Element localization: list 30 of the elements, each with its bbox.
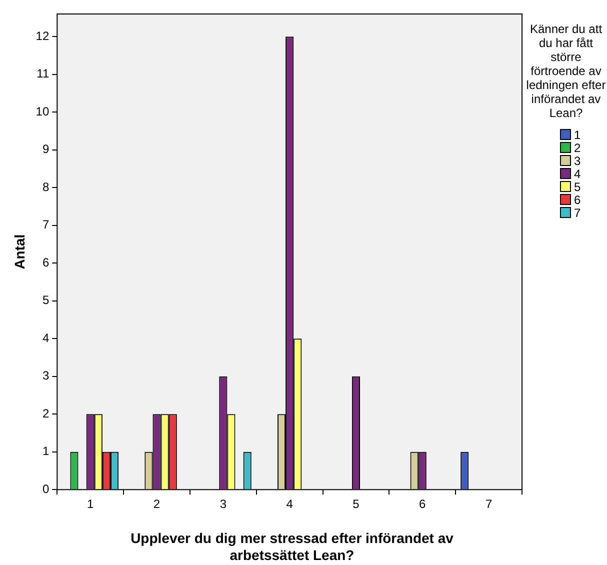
legend-label: 4 [574, 166, 581, 180]
x-tick-label: 4 [286, 497, 294, 512]
y-tick-label: 2 [42, 406, 50, 420]
y-tick-label: 11 [36, 66, 50, 81]
y-tick-label: 9 [42, 142, 50, 156]
y-axis-title: Antal [11, 234, 28, 270]
y-tick-label: 7 [42, 218, 50, 232]
legend-label: 2 [574, 140, 581, 154]
y-tick-label: 8 [42, 180, 50, 194]
y-tick-label: 3 [42, 368, 50, 383]
y-tick-label: 6 [42, 255, 50, 270]
legend-label: 6 [574, 192, 581, 206]
x-tick-label: 7 [485, 497, 492, 512]
y-tick-label: 0 [42, 482, 50, 496]
y-tick-label: 10 [36, 104, 50, 118]
legend-title: Känner du att du har fått större förtroende av ledningen efter införandet av Lean? [526, 22, 606, 120]
x-tick-label: 1 [87, 497, 94, 512]
legend-label: 7 [574, 206, 581, 220]
legend-label: 1 [574, 128, 581, 142]
y-tick-label: 4 [42, 330, 50, 345]
y-tick-label: 12 [36, 28, 50, 43]
legend-label: 5 [574, 180, 581, 194]
legend-label: 3 [574, 154, 581, 168]
x-tick-label: 3 [220, 497, 227, 512]
x-tick-label: 5 [352, 497, 360, 512]
x-axis-title: Upplever du dig mer stressad efter införandet av arbetssättet Lean? [130, 530, 454, 564]
y-tick-label: 5 [42, 293, 50, 308]
x-tick-label: 6 [419, 497, 426, 512]
x-tick-label: 2 [153, 497, 160, 512]
y-tick-label: 1 [42, 444, 50, 458]
